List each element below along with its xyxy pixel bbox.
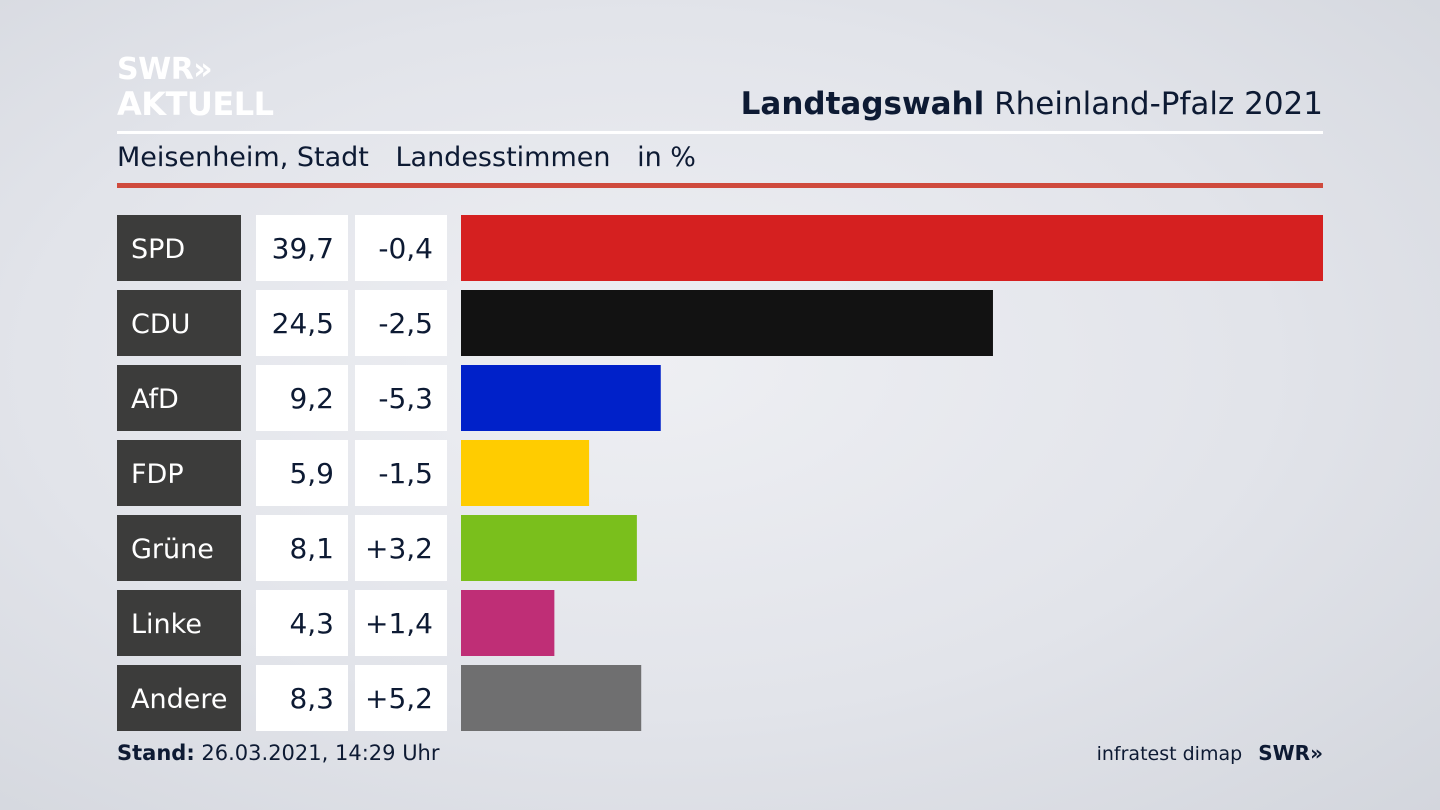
party-label-box-gr-ne: [117, 515, 241, 581]
change-label-gr-ne: +3,2: [365, 532, 433, 565]
value-box-gr-ne: [256, 515, 348, 581]
party-label-linke: Linke: [131, 609, 202, 640]
party-label-afd: AfD: [131, 384, 179, 415]
source-name: infratest dimap: [1096, 743, 1243, 765]
subtitle-unit: in %: [637, 142, 696, 173]
subtitle-place: Meisenheim, Stadt: [117, 142, 369, 173]
bar-fdp: [461, 440, 590, 506]
value-box-spd: [256, 215, 348, 281]
change-box-afd: [355, 365, 447, 431]
value-label-spd: 39,7: [272, 232, 334, 265]
party-label-box-cdu: [117, 290, 241, 356]
value-box-linke: [256, 590, 348, 656]
change-label-afd: -5,3: [378, 382, 433, 415]
bar-andere: [461, 665, 642, 731]
value-label-afd: 9,2: [289, 382, 334, 415]
page-title: Landtagswahl Rheinland-Pfalz 2021: [741, 86, 1323, 122]
bar-afd: [461, 365, 661, 431]
subtitle-vote-type: Landesstimmen: [395, 142, 611, 173]
bar-gr-ne: [461, 515, 637, 581]
bar-spd: [461, 215, 1323, 281]
change-box-linke: [355, 590, 447, 656]
party-label-box-spd: [117, 215, 241, 281]
change-label-linke: +1,4: [365, 607, 433, 640]
value-label-gr-ne: 8,1: [289, 532, 334, 565]
timestamp-label: Stand:: [117, 741, 195, 765]
value-label-andere: 8,3: [289, 682, 334, 715]
party-label-fdp: FDP: [131, 459, 184, 490]
change-box-gr-ne: [355, 515, 447, 581]
timestamp: Stand: 26.03.2021, 14:29 Uhr: [117, 741, 440, 765]
party-label-box-afd: [117, 365, 241, 431]
party-label-cdu: CDU: [131, 309, 190, 340]
value-box-andere: [256, 665, 348, 731]
value-box-cdu: [256, 290, 348, 356]
value-box-fdp: [256, 440, 348, 506]
party-label-box-fdp: [117, 440, 241, 506]
bar-cdu: [461, 290, 993, 356]
accent-divider: [117, 183, 1323, 188]
title-rest: Rheinland-Pfalz 2021: [994, 86, 1323, 122]
party-label-box-andere: [117, 665, 241, 731]
chart-subtitle: Meisenheim, Stadt Landesstimmen in %: [117, 142, 714, 173]
party-label-spd: SPD: [131, 234, 185, 265]
bar-linke: [461, 590, 555, 656]
change-box-fdp: [355, 440, 447, 506]
party-label-box-linke: [117, 590, 241, 656]
value-box-afd: [256, 365, 348, 431]
timestamp-value: 26.03.2021, 14:29 Uhr: [201, 741, 440, 765]
change-label-fdp: -1,5: [378, 457, 433, 490]
party-label-gr-ne: Grüne: [131, 534, 214, 565]
logo-line-swr: SWR»: [117, 52, 213, 87]
swr-brand-logo: SWR»: [1258, 741, 1323, 765]
change-label-cdu: -2,5: [378, 307, 433, 340]
header-divider: [117, 131, 1323, 134]
change-label-andere: +5,2: [365, 682, 433, 715]
source-credit: infratest dimap SWR»: [1097, 741, 1323, 765]
logo-line-aktuell: AKTUELL: [117, 85, 274, 123]
title-bold: Landtagswahl: [740, 86, 985, 122]
change-box-andere: [355, 665, 447, 731]
value-label-linke: 4,3: [289, 607, 334, 640]
change-box-spd: [355, 215, 447, 281]
value-label-fdp: 5,9: [289, 457, 334, 490]
change-label-spd: -0,4: [378, 232, 433, 265]
change-box-cdu: [355, 290, 447, 356]
swr-aktuell-logo: SWR» AKTUELL: [117, 52, 274, 123]
value-label-cdu: 24,5: [272, 307, 334, 340]
party-label-andere: Andere: [131, 684, 227, 715]
